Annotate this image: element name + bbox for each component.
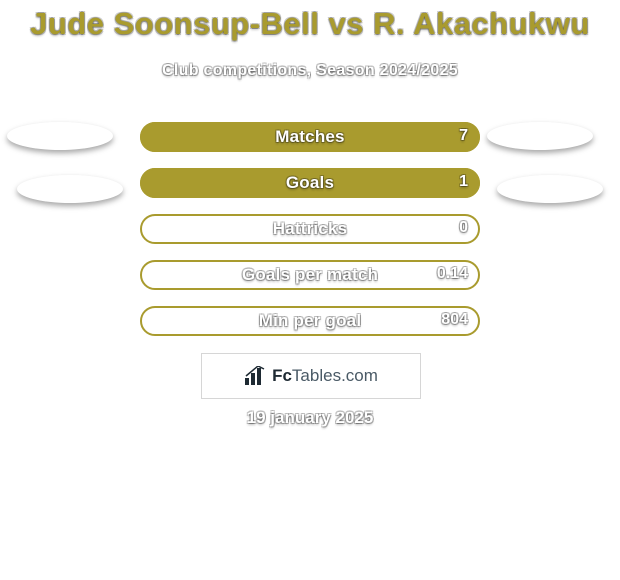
page-title: Jude Soonsup-Bell vs R. Akachukwu <box>0 6 620 42</box>
stat-row: Hattricks 0 <box>0 210 620 256</box>
comparison-infographic: Jude Soonsup-Bell vs R. Akachukwu Club c… <box>0 0 620 580</box>
stat-value: 0.14 <box>140 265 468 283</box>
stat-value: 804 <box>140 311 468 329</box>
title-text: Jude Soonsup-Bell vs R. Akachukwu <box>30 6 590 41</box>
stat-value: 1 <box>140 173 468 191</box>
footer-date-text: 19 january 2025 <box>247 408 374 427</box>
subtitle: Club competitions, Season 2024/2025 <box>0 62 620 80</box>
player-slot-right-2 <box>497 175 603 203</box>
fctables-logo[interactable]: FcTables.com <box>201 353 421 399</box>
logo-text: FcTables.com <box>272 366 378 386</box>
logo-rest: Tables.com <box>292 366 378 385</box>
stat-value: 7 <box>140 127 468 145</box>
player-slot-left-2 <box>17 175 123 203</box>
stat-rows: Matches 7 Goals 1 Hattricks 0 Goals per … <box>0 118 620 348</box>
stat-value: 0 <box>140 219 468 237</box>
stat-row: Goals per match 0.14 <box>0 256 620 302</box>
logo-strong: Fc <box>272 366 292 385</box>
subtitle-text: Club competitions, Season 2024/2025 <box>162 62 458 79</box>
footer-date: 19 january 2025 <box>0 408 620 428</box>
stat-row: Min per goal 804 <box>0 302 620 348</box>
player-slot-left-1 <box>7 122 113 150</box>
bar-chart-icon <box>244 366 266 386</box>
player-slot-right-1 <box>487 122 593 150</box>
